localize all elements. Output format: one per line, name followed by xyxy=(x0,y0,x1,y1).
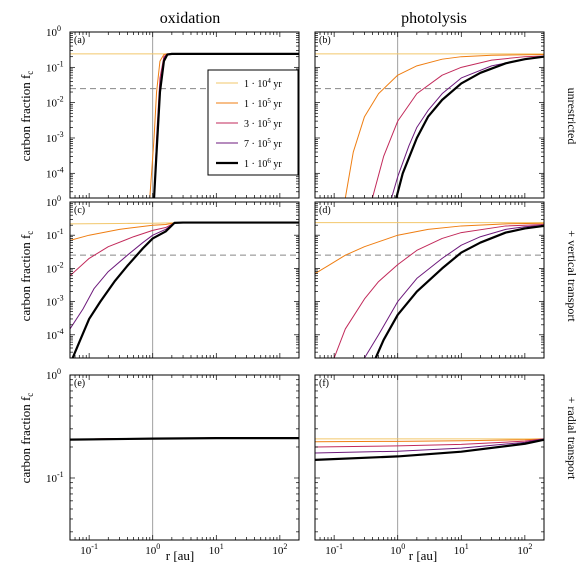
series-line-4 xyxy=(70,436,299,441)
column-title-oxidation: oxidation xyxy=(160,10,220,27)
series-group xyxy=(70,436,299,441)
series-group xyxy=(315,438,544,461)
series-line-3 xyxy=(391,56,544,198)
y-tick-label: 10-3 xyxy=(46,130,64,145)
legend-label: 3 · 105 yr xyxy=(244,117,282,130)
axes-frame xyxy=(314,201,545,359)
panel-tag: (b) xyxy=(319,35,331,46)
series-group xyxy=(70,52,299,198)
x-tick-label: 100 xyxy=(390,542,405,557)
panel-tag: (e) xyxy=(74,378,85,389)
y-tick-label: 100 xyxy=(46,194,61,209)
legend-entry: 1 · 104 yr xyxy=(216,77,282,90)
series-group xyxy=(70,221,299,358)
y-tick-label: 10-4 xyxy=(46,327,64,342)
legend: 1 · 104 yr 1 · 105 yr 3 · 105 yr 7 · 105… xyxy=(207,69,299,176)
series-line-4 xyxy=(71,221,299,358)
series-line-2 xyxy=(371,55,544,198)
x-tick-label: 102 xyxy=(517,542,532,557)
series-group xyxy=(315,222,544,358)
panel-c: 10-4 10-3 10-2 10-1 100 (c) xyxy=(46,194,300,359)
series-line-3 xyxy=(315,438,544,454)
legend-entry: 3 · 105 yr xyxy=(216,117,282,130)
y-axis-label-middle: carbon fraction fc xyxy=(18,231,35,322)
series-line-4 xyxy=(315,438,544,461)
x-tick-label: 101 xyxy=(209,542,224,557)
series-line-4 xyxy=(374,224,544,358)
legend-label: 1 · 104 yr xyxy=(244,77,282,90)
series-line-1 xyxy=(70,222,299,241)
panel-b: (b) xyxy=(314,31,545,199)
panel-tag: (f) xyxy=(319,378,329,389)
y-tick-label: 100 xyxy=(46,367,61,382)
legend-entry: 1 · 105 yr xyxy=(216,97,282,110)
y-tick-label: 100 xyxy=(46,24,61,39)
series-line-1 xyxy=(315,438,544,443)
series-line-1 xyxy=(344,54,544,198)
legend-entry: 1 · 106 yr xyxy=(216,157,282,170)
legend-label: 1 · 106 yr xyxy=(244,157,282,170)
row-label-radial-transport: + radial transport xyxy=(565,397,579,480)
x-tick-label: 10-1 xyxy=(80,542,98,557)
series-line-1 xyxy=(315,222,544,274)
column-title-photolysis: photolysis xyxy=(401,10,467,27)
panel-d: (d) xyxy=(314,201,545,359)
panel-tag: (a) xyxy=(74,35,85,46)
axes-frame xyxy=(69,201,300,359)
x-tick-label: 10-1 xyxy=(325,542,343,557)
y-tick-label: 10-3 xyxy=(46,294,64,309)
y-tick-label: 10-4 xyxy=(46,165,64,180)
panel-f: 10-1 100 101 102 (f) xyxy=(314,374,545,557)
y-tick-label: 10-1 xyxy=(46,227,64,242)
x-tick-label: 101 xyxy=(454,542,469,557)
panel-tag: (c) xyxy=(74,205,85,216)
axes-frame xyxy=(69,374,300,541)
series-line-4 xyxy=(395,55,544,198)
axes-frame xyxy=(314,374,545,541)
x-axis-label-left: r [au] xyxy=(166,548,195,563)
axes-frame xyxy=(69,31,300,199)
panel-tag: (d) xyxy=(319,205,331,216)
x-tick-label: 100 xyxy=(145,542,160,557)
series-group xyxy=(315,53,544,198)
series-line-3 xyxy=(70,222,299,330)
series-line-2 xyxy=(70,222,299,277)
legend-entry: 7 · 105 yr xyxy=(216,137,282,150)
series-line-4 xyxy=(152,52,299,198)
y-axis-label-bottom: carbon fraction fc xyxy=(18,393,35,484)
row-label-unrestricted: unrestricted xyxy=(565,88,579,145)
y-tick-label: 10-1 xyxy=(46,59,64,74)
x-axis-label-right: r [au] xyxy=(409,548,438,563)
y-axis-label-top: carbon fraction fc xyxy=(18,71,35,162)
y-tick-label: 10-2 xyxy=(46,260,64,275)
series-line-3 xyxy=(364,224,544,358)
legend-label: 1 · 105 yr xyxy=(244,97,282,110)
legend-label: 7 · 105 yr xyxy=(244,137,282,150)
panel-e: 10-1 100 101 102 10-1 100 (e) xyxy=(46,367,300,557)
series-line-2 xyxy=(315,438,544,448)
axes-frame xyxy=(314,31,545,199)
y-tick-label: 10-1 xyxy=(46,470,64,485)
row-label-vertical-transport: + vertical transport xyxy=(565,230,579,322)
x-tick-label: 102 xyxy=(272,542,287,557)
series-line-2 xyxy=(333,224,544,358)
y-tick-label: 10-2 xyxy=(46,95,64,110)
